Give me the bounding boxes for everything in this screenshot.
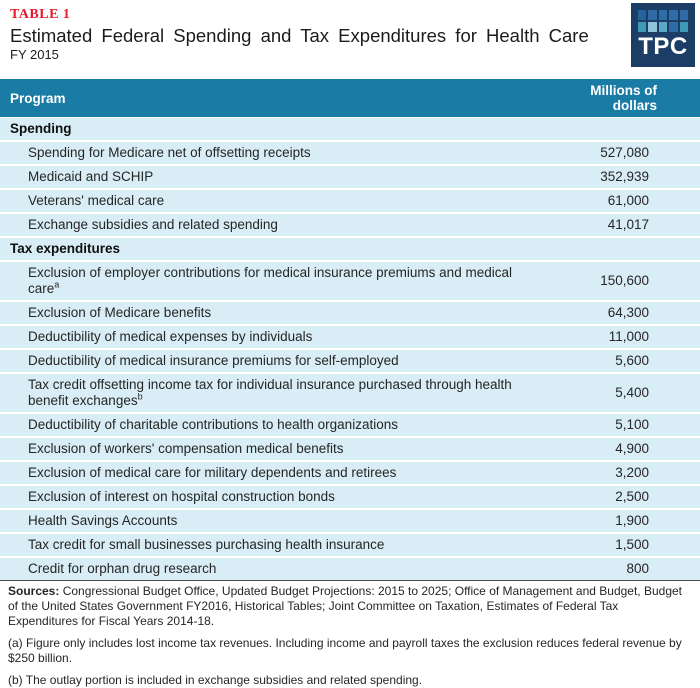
value-cell: 352,939 (600, 169, 649, 184)
logo-grid-square (658, 22, 668, 32)
section-label: Tax expenditures (10, 241, 121, 256)
table-row: Health Savings Accounts 1,900 (0, 509, 700, 533)
value-cell: 1,500 (615, 537, 649, 552)
program-cell: Exclusion of Medicare benefits (28, 305, 212, 320)
value-cell: 41,017 (607, 217, 649, 232)
sources-text: Congressional Budget Office, Updated Bud… (8, 584, 682, 628)
sources-note: Sources: Congressional Budget Office, Up… (8, 584, 688, 629)
header: TABLE 1 Estimated Federal Spending and T… (0, 0, 700, 79)
value-cell: 527,080 (600, 145, 649, 160)
logo-grid-square (658, 10, 668, 20)
program-cell: Exchange subsidies and related spending (28, 217, 278, 232)
footnote-marker: a (54, 279, 60, 290)
table-row: Spending for Medicare net of offsetting … (0, 141, 700, 165)
table-row: Deductibility of charitable contribution… (0, 413, 700, 437)
section-row: Tax expenditures (0, 237, 700, 261)
value-cell: 64,300 (607, 305, 649, 320)
table-row: Veterans' medical care 61,000 (0, 189, 700, 213)
table-body: Spending Spending for Medicare net of off… (0, 117, 700, 581)
program-cell: Tax credit offsetting income tax for ind… (28, 377, 512, 408)
table-header-row: Program Millions of dollars (0, 79, 700, 118)
footnote-marker: b (137, 391, 143, 402)
table-row: Exclusion of employer contributions for … (0, 261, 700, 301)
value-cell: 2,500 (615, 489, 649, 504)
section-row: Spending (0, 117, 700, 141)
logo-grid-square (648, 10, 657, 20)
table-label: TABLE 1 (10, 7, 71, 22)
table-row: Exchange subsidies and related spending 4… (0, 213, 700, 237)
table-row: Deductibility of medical insurance premi… (0, 349, 700, 373)
data-table: Program Millions of dollars Spending Spen… (0, 79, 700, 581)
value-cell: 3,200 (615, 465, 649, 480)
table-row: Exclusion of workers' compensation medic… (0, 437, 700, 461)
program-cell: Exclusion of workers' compensation medic… (28, 441, 344, 456)
program-cell: Veterans' medical care (28, 193, 165, 208)
footnotes: Sources: Congressional Budget Office, Up… (0, 581, 700, 688)
logo-grid-square (648, 22, 657, 32)
tpc-logo: TPC (631, 3, 695, 67)
page-subtitle: FY 2015 (10, 47, 59, 62)
program-cell: Spending for Medicare net of offsetting … (28, 145, 311, 160)
section-label: Spending (10, 121, 72, 136)
logo-grid-square (679, 10, 688, 20)
table-header: Program Millions of dollars (0, 79, 700, 118)
sources-label: Sources: (8, 584, 60, 598)
page-title: Estimated Federal Spending and Tax Expen… (10, 25, 589, 46)
table-row: Deductibility of medical expenses by ind… (0, 325, 700, 349)
table-row: Exclusion of interest on hospital constr… (0, 485, 700, 509)
logo-grid-square (669, 10, 678, 20)
column-header-value: Millions of dollars (552, 79, 700, 118)
table-row: Tax credit for small businesses purchasi… (0, 533, 700, 557)
value-cell: 5,600 (615, 353, 649, 368)
program-cell: Medicaid and SCHIP (28, 169, 154, 184)
logo-grid-square (669, 22, 678, 32)
footnote-b: (b) The outlay portion is included in ex… (8, 673, 423, 687)
table-row: Credit for orphan drug research 800 (0, 557, 700, 581)
program-cell: Credit for orphan drug research (28, 561, 217, 576)
value-cell: 4,900 (615, 441, 649, 456)
footnote-a: (a) Figure only includes lost income tax… (8, 636, 682, 665)
program-cell: Health Savings Accounts (28, 513, 178, 528)
program-cell: Deductibility of medical insurance premi… (28, 353, 399, 368)
column-header-program: Program (0, 79, 553, 118)
value-cell: 11,000 (608, 329, 649, 344)
program-cell: Exclusion of employer contributions for … (28, 265, 512, 296)
logo-grid-icon (631, 10, 695, 32)
program-cell: Exclusion of medical care for military d… (28, 465, 397, 480)
logo-grid-square (638, 10, 647, 20)
value-cell: 5,400 (615, 385, 649, 400)
program-cell: Deductibility of charitable contribution… (28, 417, 398, 432)
table-row: Exclusion of medical care for military d… (0, 461, 700, 485)
value-cell: 5,100 (615, 417, 649, 432)
table-row: Exclusion of Medicare benefits 64,300 (0, 301, 700, 325)
value-cell: 800 (626, 561, 649, 576)
value-cell: 150,600 (600, 273, 649, 288)
value-cell: 1,900 (615, 513, 649, 528)
logo-text: TPC (638, 33, 688, 60)
table-row: Medicaid and SCHIP 352,939 (0, 165, 700, 189)
program-cell: Exclusion of interest on hospital constr… (28, 489, 335, 504)
table-row: Tax credit offsetting income tax for ind… (0, 373, 700, 413)
logo-grid-square (679, 22, 688, 32)
logo-grid-square (638, 22, 647, 32)
value-cell: 61,000 (607, 193, 649, 208)
program-cell: Tax credit for small businesses purchasi… (28, 537, 385, 552)
program-cell: Deductibility of medical expenses by ind… (28, 329, 313, 344)
